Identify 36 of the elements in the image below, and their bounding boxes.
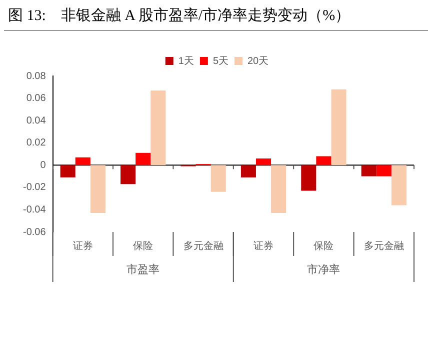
text: 市盈率 <box>126 262 160 276</box>
bar <box>90 165 106 214</box>
x-tick-label: 多元金融 <box>183 240 224 252</box>
bar <box>316 156 332 166</box>
legend-label: 20天 <box>248 56 269 67</box>
bar <box>256 158 272 166</box>
x-tick-label: 证券 <box>253 240 274 252</box>
x-tick-label: 多元金融 <box>364 240 404 252</box>
bar <box>240 165 256 178</box>
y-tick-label: -0.04 <box>22 204 46 216</box>
bar <box>391 165 406 206</box>
bar <box>210 165 226 192</box>
text: 市净率 <box>307 262 340 276</box>
y-tick-label: 0.04 <box>26 115 46 126</box>
y-tick-label: -0.06 <box>22 226 46 238</box>
bar <box>376 165 392 176</box>
legend-label: 1天 <box>178 56 194 67</box>
y-tick-label: -0.02 <box>22 182 46 194</box>
chart-title: 图 13: 非银金融 A 股市盈率/市净率走势变动（%） <box>8 6 352 25</box>
bar <box>301 165 316 191</box>
bar <box>75 157 90 166</box>
y-tick-label: 0 <box>40 160 46 171</box>
bar <box>361 165 376 176</box>
legend-label: 5天 <box>212 56 228 67</box>
bar <box>120 165 136 184</box>
x-tick-label: 保险 <box>133 240 154 252</box>
bar <box>150 90 166 166</box>
y-tick-label: 0.02 <box>26 138 46 149</box>
x-tick-label: 保险 <box>314 240 334 252</box>
y-tick-label: 0.08 <box>26 70 46 82</box>
x-tick-label: 证券 <box>72 240 93 252</box>
bar <box>331 89 346 166</box>
bar <box>60 165 76 178</box>
y-tick-label: 0.06 <box>26 93 46 104</box>
bar <box>271 165 286 214</box>
bar <box>136 152 151 166</box>
